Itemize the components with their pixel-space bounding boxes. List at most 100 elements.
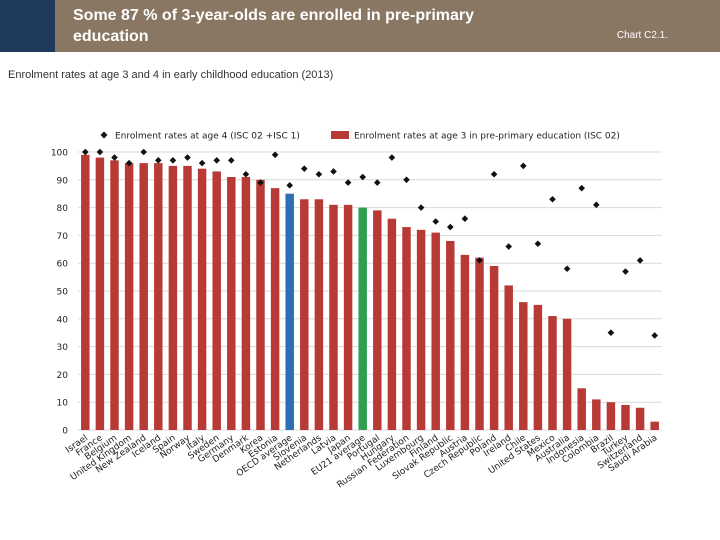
bar bbox=[489, 265, 499, 430]
bar bbox=[606, 402, 616, 430]
chart-subtitle: Enrolment rates at age 3 and 4 in early … bbox=[8, 69, 334, 81]
age4-marker bbox=[330, 168, 337, 175]
age4-marker bbox=[593, 201, 600, 209]
legend-label-age4: Enrolment rates at age 4 (ISC 02 +ISC 1) bbox=[115, 132, 300, 142]
age4-marker bbox=[622, 268, 629, 275]
gridlines bbox=[78, 151, 662, 431]
bar bbox=[270, 188, 280, 430]
age4-marker bbox=[213, 157, 220, 164]
bar bbox=[650, 421, 659, 430]
age4-marker bbox=[198, 159, 206, 167]
bar bbox=[548, 316, 557, 430]
bar bbox=[139, 163, 148, 430]
age4-marker bbox=[490, 170, 498, 178]
y-tick-label: 40 bbox=[57, 315, 69, 325]
bar bbox=[124, 163, 134, 430]
bar bbox=[285, 193, 294, 430]
bar bbox=[168, 165, 178, 430]
age4-marker bbox=[461, 215, 469, 223]
bar bbox=[621, 404, 630, 430]
age4-marker bbox=[476, 257, 483, 264]
bar bbox=[95, 157, 105, 430]
age4-marker bbox=[96, 148, 104, 156]
corner-block bbox=[0, 0, 55, 52]
bar bbox=[431, 232, 440, 430]
age4-marker bbox=[315, 170, 323, 178]
y-tick-label: 10 bbox=[57, 399, 69, 409]
bar bbox=[329, 204, 338, 430]
bar bbox=[256, 179, 265, 430]
y-tick-label: 90 bbox=[57, 176, 69, 186]
age4-marker bbox=[534, 240, 542, 248]
bar bbox=[212, 171, 221, 430]
age4-marker bbox=[417, 204, 425, 211]
y-tick-label: 20 bbox=[57, 371, 69, 381]
bar bbox=[300, 199, 309, 430]
bar bbox=[416, 229, 426, 430]
age4-marker bbox=[447, 223, 454, 231]
age4-marker bbox=[286, 182, 293, 189]
age4-marker bbox=[301, 165, 308, 172]
bar bbox=[475, 257, 484, 430]
age4-marker bbox=[257, 179, 264, 186]
age4-markers bbox=[82, 148, 658, 339]
legend-marker-age4 bbox=[100, 131, 108, 139]
y-tick-label: 0 bbox=[62, 427, 68, 437]
age4-marker bbox=[155, 157, 162, 164]
age4-marker bbox=[228, 157, 235, 164]
age4-marker bbox=[432, 218, 439, 225]
bar bbox=[402, 227, 411, 430]
age4-marker bbox=[374, 179, 381, 186]
age4-marker bbox=[111, 154, 118, 161]
age4-marker bbox=[520, 162, 527, 170]
age4-marker bbox=[242, 170, 250, 178]
bar bbox=[314, 199, 324, 430]
y-tick-label: 70 bbox=[57, 232, 69, 242]
bar bbox=[504, 285, 513, 430]
bar bbox=[577, 388, 586, 430]
age4-marker bbox=[344, 179, 352, 186]
age4-marker bbox=[578, 184, 585, 192]
age4-marker bbox=[505, 243, 512, 250]
y-axis: 0 10 20 30 40 50 60 70 80 90 100 bbox=[51, 149, 68, 437]
chart-reference: Chart C2.1. bbox=[616, 30, 668, 41]
bar bbox=[446, 240, 455, 430]
age4-marker bbox=[563, 265, 571, 273]
bar bbox=[241, 177, 251, 430]
age4-marker bbox=[359, 173, 366, 181]
age4-marker bbox=[271, 151, 279, 159]
page-title: Some 87 % of 3-year-olds are enrolled in… bbox=[73, 7, 475, 45]
bar bbox=[227, 177, 236, 430]
legend-swatch-age3 bbox=[331, 131, 349, 139]
y-tick-label: 50 bbox=[57, 288, 69, 298]
title-bar bbox=[55, 0, 720, 52]
bar bbox=[154, 163, 163, 430]
bar bbox=[373, 210, 382, 430]
bar bbox=[635, 407, 645, 430]
bars bbox=[81, 154, 659, 430]
age4-marker bbox=[388, 154, 396, 161]
age4-marker bbox=[607, 329, 615, 336]
bar bbox=[460, 254, 470, 430]
bar bbox=[387, 218, 397, 430]
age4-marker bbox=[651, 332, 658, 339]
age4-marker bbox=[549, 195, 556, 203]
bar bbox=[81, 154, 90, 430]
legend-label-age3: Enrolment rates at age 3 in pre-primary … bbox=[354, 132, 620, 142]
age4-marker bbox=[140, 148, 147, 156]
age4-marker bbox=[82, 148, 89, 156]
y-tick-label: 30 bbox=[57, 343, 69, 353]
bar bbox=[197, 168, 207, 430]
legend: Enrolment rates at age 4 (ISC 02 +ISC 1)… bbox=[100, 131, 620, 142]
age4-marker bbox=[636, 257, 644, 264]
y-tick-label: 80 bbox=[57, 204, 69, 214]
age4-marker bbox=[125, 159, 133, 167]
y-tick-label: 100 bbox=[51, 149, 68, 159]
bar bbox=[343, 204, 353, 430]
y-tick-label: 60 bbox=[57, 260, 69, 270]
bar bbox=[533, 304, 543, 430]
bar bbox=[110, 160, 119, 430]
age4-marker bbox=[403, 176, 410, 184]
